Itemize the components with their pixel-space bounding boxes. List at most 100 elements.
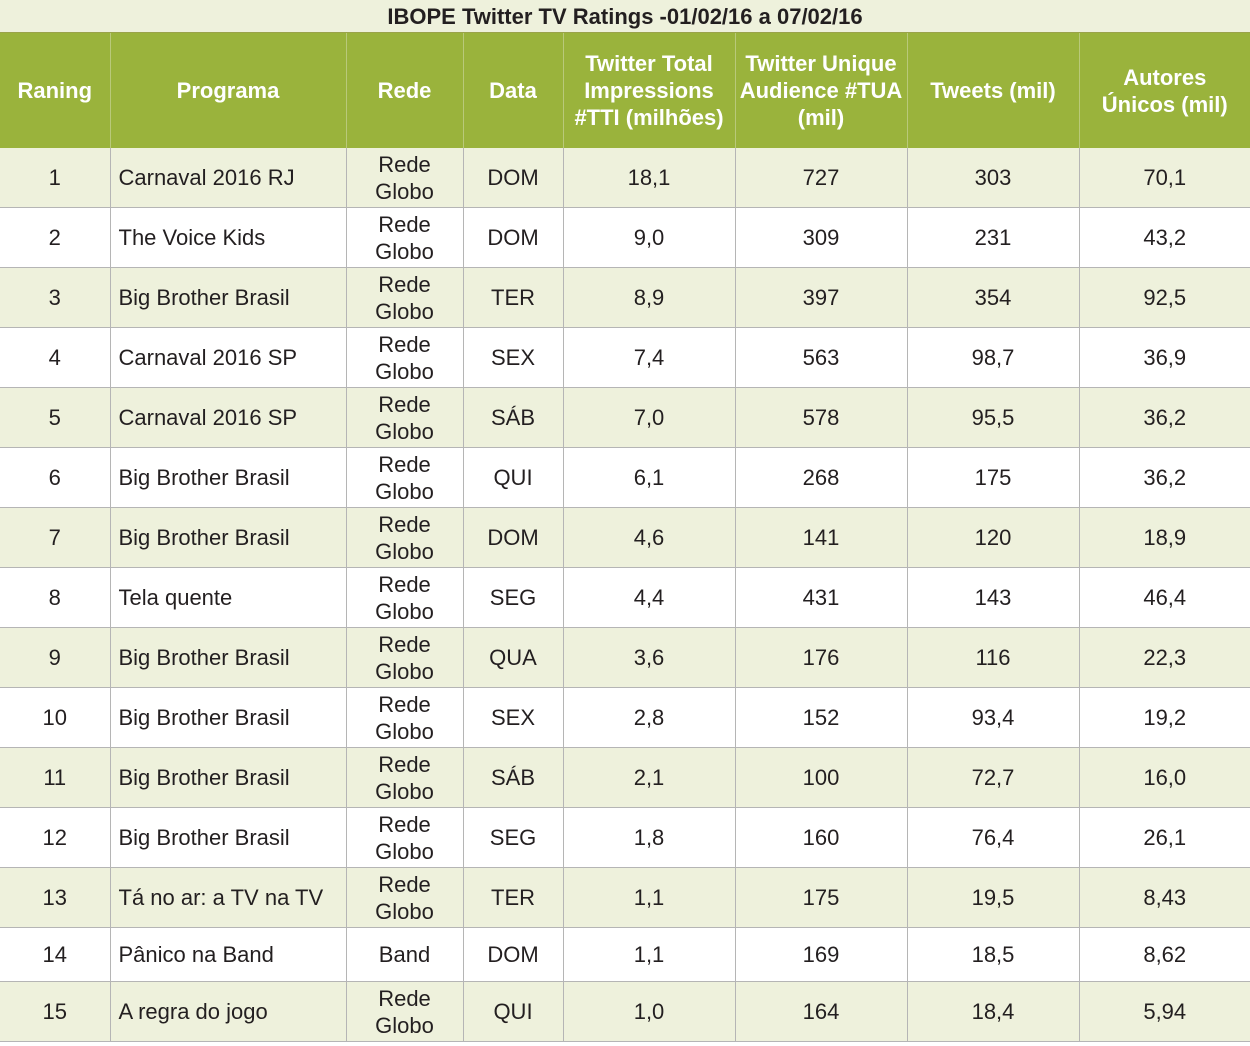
cell-autores: 22,3 (1079, 627, 1250, 688)
cell-data: TER (463, 867, 564, 928)
table-row: 11 Big Brother Brasil Rede Globo SÁB 2,1 100 7… (0, 747, 1250, 808)
cell-tua: 152 (735, 687, 908, 748)
cell-tti: 7,0 (563, 387, 736, 448)
cell-rede: Rede Globo (346, 507, 464, 568)
cell-tua: 431 (735, 567, 908, 628)
cell-tti: 1,1 (563, 927, 736, 982)
cell-data: SEX (463, 327, 564, 388)
cell-programa: Big Brother Brasil (110, 687, 347, 748)
cell-rede: Rede Globo (346, 747, 464, 808)
cell-autores: 26,1 (1079, 807, 1250, 868)
cell-tua: 160 (735, 807, 908, 868)
cell-rank: 14 (0, 927, 111, 982)
cell-tua: 141 (735, 507, 908, 568)
cell-tti: 4,6 (563, 507, 736, 568)
header-row: Raning Programa Rede Data Twitter Total … (0, 33, 1250, 148)
cell-programa: Big Brother Brasil (110, 267, 347, 328)
cell-rede: Rede Globo (346, 807, 464, 868)
header-programa: Programa (110, 33, 347, 148)
cell-data: SEG (463, 567, 564, 628)
cell-tweets: 175 (907, 447, 1080, 508)
cell-data: QUI (463, 447, 564, 508)
cell-rede: Rede Globo (346, 207, 464, 268)
cell-rede: Rede Globo (346, 567, 464, 628)
cell-rank: 12 (0, 807, 111, 868)
cell-data: DOM (463, 507, 564, 568)
cell-rede: Rede Globo (346, 627, 464, 688)
table-row: 14 Pânico na Band Band DOM 1,1 169 18,5 8,62 (0, 927, 1250, 982)
cell-tweets: 120 (907, 507, 1080, 568)
cell-tweets: 72,7 (907, 747, 1080, 808)
cell-tua: 175 (735, 867, 908, 928)
table-row: 12 Big Brother Brasil Rede Globo SEG 1,8 160 7… (0, 807, 1250, 868)
cell-data: QUI (463, 981, 564, 1042)
cell-rank: 5 (0, 387, 111, 448)
cell-programa: Big Brother Brasil (110, 807, 347, 868)
cell-autores: 8,43 (1079, 867, 1250, 928)
cell-rede: Rede Globo (346, 447, 464, 508)
cell-data: DOM (463, 207, 564, 268)
cell-rede: Rede Globo (346, 687, 464, 748)
cell-data: SEG (463, 807, 564, 868)
cell-rank: 9 (0, 627, 111, 688)
cell-rank: 4 (0, 327, 111, 388)
cell-autores: 8,62 (1079, 927, 1250, 982)
cell-programa: The Voice Kids (110, 207, 347, 268)
cell-autores: 46,4 (1079, 567, 1250, 628)
table-row: 3 Big Brother Brasil Rede Globo TER 8,9 397 35… (0, 267, 1250, 328)
cell-data: SÁB (463, 387, 564, 448)
cell-autores: 70,1 (1079, 148, 1250, 208)
table-row: 4 Carnaval 2016 SP Rede Globo SEX 7,4 563 98,7… (0, 327, 1250, 388)
cell-tua: 169 (735, 927, 908, 982)
cell-tweets: 76,4 (907, 807, 1080, 868)
cell-tweets: 95,5 (907, 387, 1080, 448)
cell-programa: A regra do jogo (110, 981, 347, 1042)
cell-tti: 18,1 (563, 148, 736, 208)
cell-tti: 2,8 (563, 687, 736, 748)
cell-programa: Carnaval 2016 SP (110, 387, 347, 448)
cell-programa: Carnaval 2016 RJ (110, 148, 347, 208)
cell-tti: 4,4 (563, 567, 736, 628)
cell-rank: 11 (0, 747, 111, 808)
cell-rede: Rede Globo (346, 867, 464, 928)
header-rank: Raning (0, 33, 111, 148)
cell-data: DOM (463, 927, 564, 982)
cell-tweets: 18,4 (907, 981, 1080, 1042)
cell-tua: 397 (735, 267, 908, 328)
cell-tua: 563 (735, 327, 908, 388)
cell-rank: 10 (0, 687, 111, 748)
cell-tweets: 116 (907, 627, 1080, 688)
cell-rede: Band (346, 927, 464, 982)
cell-tua: 176 (735, 627, 908, 688)
cell-autores: 92,5 (1079, 267, 1250, 328)
cell-tti: 1,1 (563, 867, 736, 928)
table-row: 1 Carnaval 2016 RJ Rede Globo DOM 18,1 727 303… (0, 148, 1250, 208)
header-data: Data (463, 33, 564, 148)
cell-tti: 9,0 (563, 207, 736, 268)
cell-rede: Rede Globo (346, 981, 464, 1042)
cell-tti: 2,1 (563, 747, 736, 808)
cell-data: TER (463, 267, 564, 328)
cell-tweets: 98,7 (907, 327, 1080, 388)
table-row: 15 A regra do jogo Rede Globo QUI 1,0 164 18,4… (0, 981, 1250, 1042)
cell-tua: 268 (735, 447, 908, 508)
cell-data: DOM (463, 148, 564, 208)
cell-rank: 7 (0, 507, 111, 568)
cell-rede: Rede Globo (346, 387, 464, 448)
cell-tti: 1,8 (563, 807, 736, 868)
table-row: 13 Tá no ar: a TV na TV Rede Globo TER 1,1 17… (0, 867, 1250, 928)
cell-programa: Big Brother Brasil (110, 507, 347, 568)
cell-tti: 7,4 (563, 327, 736, 388)
table-row: 6 Big Brother Brasil Rede Globo QUI 6,1 268 17… (0, 447, 1250, 508)
cell-autores: 36,2 (1079, 387, 1250, 448)
cell-rank: 6 (0, 447, 111, 508)
cell-programa: Tela quente (110, 567, 347, 628)
page-title: IBOPE Twitter TV Ratings -01/02/16 a 07/… (0, 0, 1250, 33)
cell-rede: Rede Globo (346, 267, 464, 328)
cell-tua: 727 (735, 148, 908, 208)
cell-rede: Rede Globo (346, 148, 464, 208)
cell-programa: Carnaval 2016 SP (110, 327, 347, 388)
cell-tua: 100 (735, 747, 908, 808)
table-row: 10 Big Brother Brasil Rede Globo SEX 2,8 152 9… (0, 687, 1250, 748)
